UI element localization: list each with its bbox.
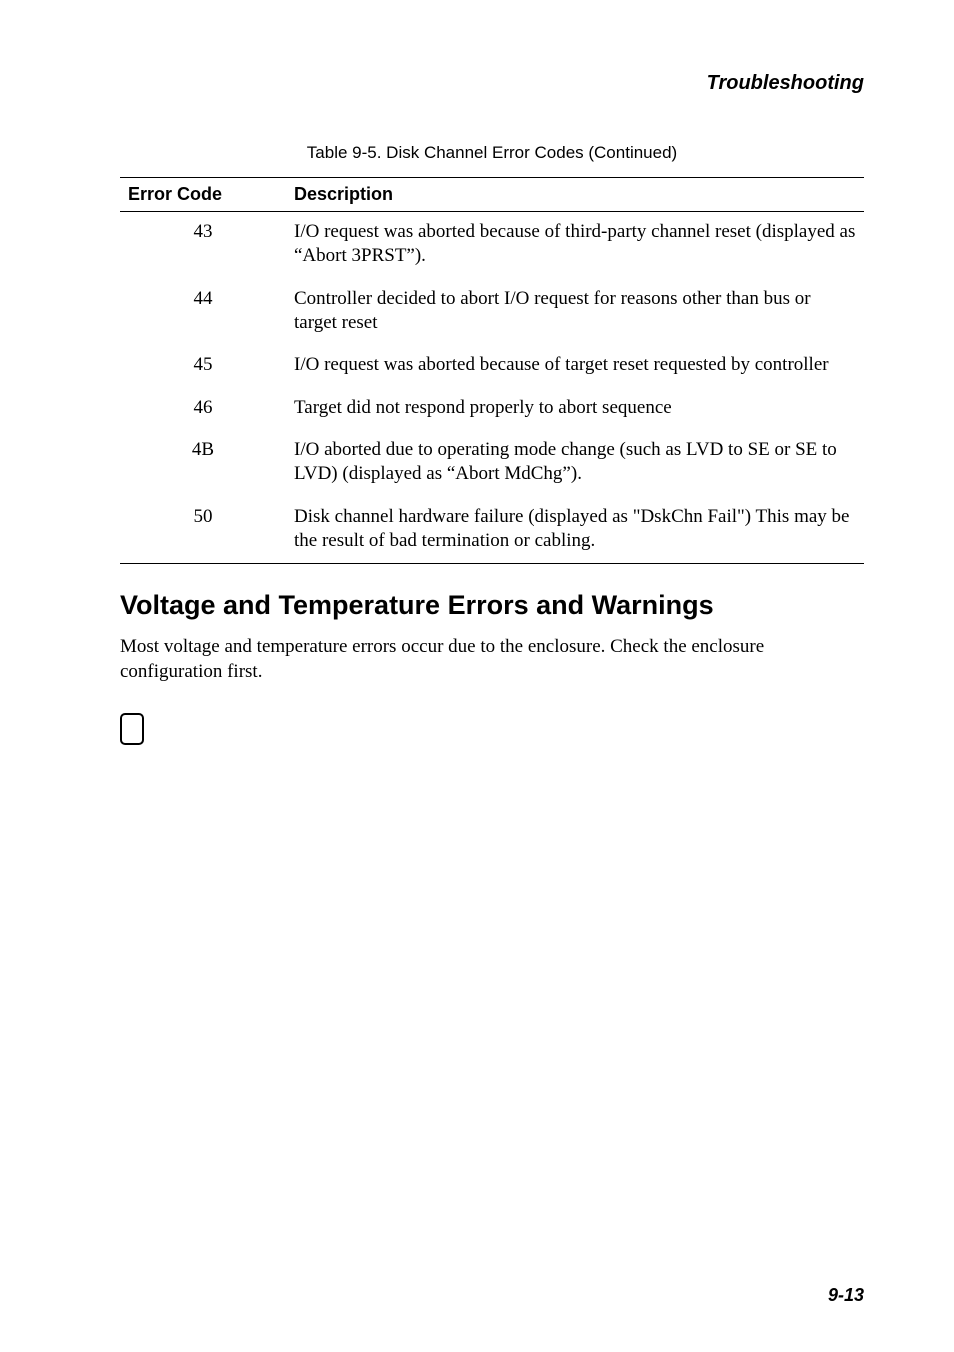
table-header-row: Error Code Description <box>120 178 864 212</box>
section-heading: Voltage and Temperature Errors and Warni… <box>120 590 864 621</box>
table-row: 46 Target did not respond properly to ab… <box>120 388 864 430</box>
page-number: 9-13 <box>828 1285 864 1306</box>
error-code-cell: 50 <box>120 497 286 564</box>
error-desc-cell: I/O aborted due to operating mode change… <box>286 430 864 497</box>
running-head: Troubleshooting <box>120 72 864 95</box>
table-caption: Table 9-5. Disk Channel Error Codes (Con… <box>120 143 864 163</box>
table-row: 4B I/O aborted due to operating mode cha… <box>120 430 864 497</box>
error-code-cell: 4B <box>120 430 286 497</box>
section-paragraph: Most voltage and temperature errors occu… <box>120 635 864 684</box>
error-desc-cell: I/O request was aborted because of targe… <box>286 345 864 387</box>
table-header-code: Error Code <box>120 178 286 212</box>
table-header-desc: Description <box>286 178 864 212</box>
end-of-section-icon <box>120 713 144 745</box>
table-row: 50 Disk channel hardware failure (displa… <box>120 497 864 564</box>
table-row: 45 I/O request was aborted because of ta… <box>120 345 864 387</box>
error-desc-cell: Target did not respond properly to abort… <box>286 388 864 430</box>
error-desc-cell: Disk channel hardware failure (displayed… <box>286 497 864 564</box>
error-code-table: Error Code Description 43 I/O request wa… <box>120 177 864 564</box>
error-code-cell: 44 <box>120 279 286 346</box>
table-row: 43 I/O request was aborted because of th… <box>120 212 864 279</box>
error-code-cell: 43 <box>120 212 286 279</box>
page-container: Troubleshooting Table 9-5. Disk Channel … <box>0 0 954 1352</box>
error-code-cell: 46 <box>120 388 286 430</box>
error-desc-cell: Controller decided to abort I/O request … <box>286 279 864 346</box>
table-row: 44 Controller decided to abort I/O reque… <box>120 279 864 346</box>
error-code-cell: 45 <box>120 345 286 387</box>
error-desc-cell: I/O request was aborted because of third… <box>286 212 864 279</box>
